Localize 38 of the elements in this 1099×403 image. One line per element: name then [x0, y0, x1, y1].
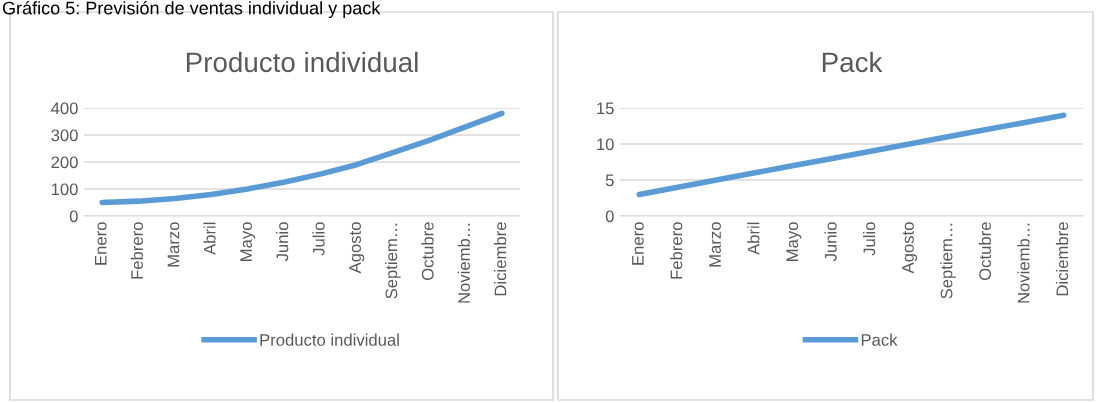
- chart-title: Producto individual: [186, 51, 418, 73]
- x-tick-label: Agosto: [349, 222, 365, 274]
- x-tick-label: Mayo: [786, 222, 802, 261]
- y-tick-label: 5: [605, 174, 614, 187]
- x-tick-label: Julio: [312, 222, 325, 256]
- x-tick-label: Noviemb…: [1017, 223, 1030, 303]
- y-tick-label: 15: [597, 102, 614, 115]
- x-tick-label: Enero: [95, 222, 107, 265]
- text: Gráfico 5: Previsión de ventas individual y pack: [2, 1, 381, 19]
- x-tick-label: Septiem…: [940, 223, 956, 299]
- x-tick-label: Febrero: [670, 222, 683, 279]
- x-tick-label: Febrero: [130, 222, 143, 279]
- x-tick-label: Junio: [824, 222, 837, 262]
- x-tick-label: Agosto: [902, 222, 918, 274]
- x-tick-label: Septiem…: [385, 223, 401, 299]
- x-tick-label: Julio: [863, 222, 876, 256]
- x-tick-label: Marzo: [167, 222, 180, 267]
- x-tick-label: Diciembre: [494, 222, 507, 296]
- x-tick-label: Octubre: [421, 222, 434, 281]
- x-tick-label: Noviemb…: [457, 223, 470, 303]
- y-tick-label: 200: [51, 156, 78, 169]
- y-tick-label: 100: [51, 183, 78, 196]
- legend-label: Producto individual: [260, 333, 399, 346]
- legend-label: Pack: [861, 333, 898, 346]
- x-tick-label: Diciembre: [1055, 222, 1069, 296]
- chart-title: Pack: [822, 51, 883, 73]
- x-tick-label: Mayo: [240, 222, 256, 261]
- x-tick-label: Abril: [203, 222, 216, 255]
- x-tick-label: Octubre: [978, 222, 992, 281]
- x-tick-label: Abril: [747, 222, 760, 255]
- x-tick-label: Enero: [632, 222, 644, 265]
- y-tick-label: 300: [51, 129, 78, 142]
- x-tick-label: Marzo: [709, 222, 721, 267]
- y-tick-label: 0: [605, 210, 614, 223]
- y-tick-label: 10: [597, 138, 614, 151]
- y-tick-label: 0: [69, 210, 78, 223]
- x-tick-label: Junio: [276, 222, 289, 262]
- y-tick-label: 400: [51, 102, 78, 115]
